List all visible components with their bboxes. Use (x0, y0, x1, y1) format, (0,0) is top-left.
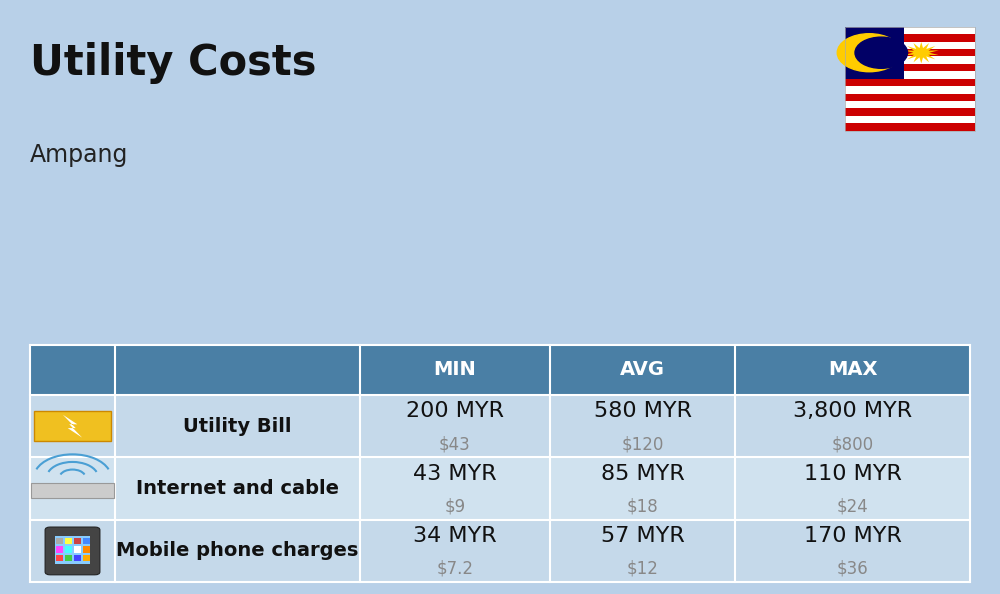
Bar (83, 538, 90, 544)
Polygon shape (904, 42, 939, 64)
Bar (65, 546, 72, 553)
Text: $800: $800 (831, 435, 874, 453)
Text: Ampang: Ampang (30, 143, 128, 166)
Text: 43 MYR: 43 MYR (413, 464, 497, 484)
Bar (845, 64, 975, 71)
Bar (845, 79, 975, 86)
Text: 170 MYR: 170 MYR (804, 526, 901, 546)
Bar (55, 536, 90, 564)
Bar (56, 555, 63, 561)
Bar (31, 483, 114, 498)
Bar (30, 395, 970, 457)
Bar (30, 457, 970, 520)
Text: 34 MYR: 34 MYR (413, 526, 497, 546)
Bar (65, 555, 72, 561)
Bar (845, 27, 904, 78)
Bar (74, 538, 81, 544)
Text: 3,800 MYR: 3,800 MYR (793, 402, 912, 421)
Circle shape (837, 34, 901, 72)
Text: $43: $43 (439, 435, 471, 453)
Bar (83, 555, 90, 561)
Bar (845, 124, 975, 131)
Bar (30, 345, 970, 395)
Bar (845, 56, 975, 64)
Bar (83, 546, 90, 553)
Bar (845, 27, 975, 34)
Text: MIN: MIN (434, 361, 476, 379)
Text: $36: $36 (837, 560, 868, 578)
Text: MAX: MAX (828, 361, 877, 379)
Bar (56, 538, 63, 544)
Text: Utility Costs: Utility Costs (30, 42, 316, 84)
Text: $18: $18 (627, 497, 658, 516)
Text: 580 MYR: 580 MYR (594, 402, 692, 421)
Bar (34, 411, 111, 441)
Bar (845, 34, 975, 42)
Text: $12: $12 (627, 560, 658, 578)
Bar (845, 94, 975, 101)
Text: 200 MYR: 200 MYR (406, 402, 504, 421)
Polygon shape (63, 415, 82, 438)
Bar (845, 116, 975, 124)
Circle shape (855, 37, 907, 68)
Bar (845, 71, 975, 78)
Text: 85 MYR: 85 MYR (601, 464, 684, 484)
Text: Mobile phone charges: Mobile phone charges (116, 542, 359, 560)
Bar (845, 101, 975, 108)
Text: 110 MYR: 110 MYR (804, 464, 901, 484)
Bar (845, 42, 975, 49)
Text: 57 MYR: 57 MYR (601, 526, 684, 546)
Text: AVG: AVG (620, 361, 665, 379)
Text: $24: $24 (837, 497, 868, 516)
Bar (845, 49, 975, 56)
Bar (56, 546, 63, 553)
Text: $120: $120 (621, 435, 664, 453)
Bar (74, 555, 81, 561)
Bar (30, 520, 970, 582)
Text: Internet and cable: Internet and cable (136, 479, 339, 498)
Text: Utility Bill: Utility Bill (183, 417, 292, 435)
Bar (74, 546, 81, 553)
FancyBboxPatch shape (45, 527, 100, 575)
Text: $7.2: $7.2 (436, 560, 474, 578)
Bar (845, 109, 975, 116)
Text: $9: $9 (444, 497, 466, 516)
Bar (845, 27, 975, 131)
Bar (65, 538, 72, 544)
Bar (845, 86, 975, 94)
